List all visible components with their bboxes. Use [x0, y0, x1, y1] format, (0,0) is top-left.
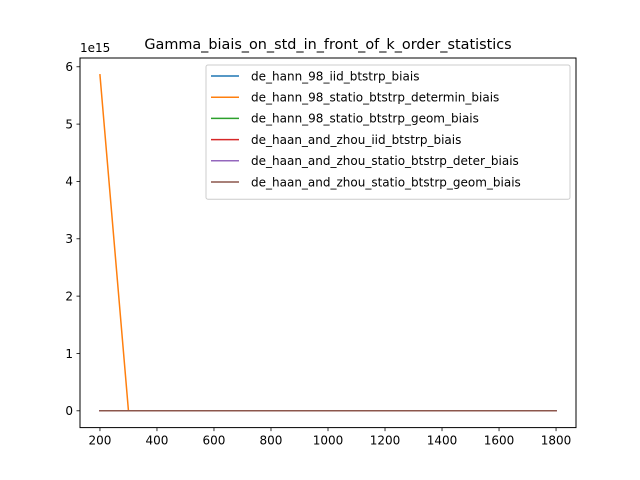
legend-label-6: de_haan_and_zhou_statio_btstrp_geom_biai…: [251, 175, 521, 189]
legend-label-4: de_haan_and_zhou_iid_btstrp_biais: [251, 133, 461, 147]
x-tick-label: 1200: [370, 434, 401, 448]
x-tick-label: 200: [89, 434, 112, 448]
y-tick-label: 4: [65, 175, 73, 189]
legend: de_hann_98_iid_btstrp_biais de_hann_98_st…: [205, 64, 571, 200]
legend-label-3: de_hann_98_statio_btstrp_geom_biais: [251, 112, 479, 126]
x-tick-label: 400: [146, 434, 169, 448]
y-offset-label: 1e15: [80, 41, 110, 55]
x-tick-label: 1600: [484, 434, 515, 448]
y-tick-label: 5: [65, 117, 73, 131]
x-axis: 200 400 600 800 1000 1200 1400 1600 1800: [89, 427, 572, 448]
x-tick-label: 1000: [313, 434, 344, 448]
y-tick-label: 6: [65, 60, 73, 74]
y-tick-label: 0: [65, 404, 73, 418]
legend-label-5: de_haan_and_zhou_statio_btstrp_deter_bia…: [251, 154, 519, 168]
y-tick-label: 3: [65, 232, 73, 246]
y-tick-label: 2: [65, 289, 73, 303]
chart-title: Gamma_biais_on_std_in_front_of_k_order_s…: [144, 37, 511, 53]
legend-label-1: de_hann_98_iid_btstrp_biais: [251, 69, 419, 83]
x-tick-label: 1400: [427, 434, 458, 448]
series-layer: [99, 73, 557, 412]
x-tick-label: 600: [203, 434, 226, 448]
legend-label-2: de_hann_98_statio_btstrp_determin_biais: [251, 91, 499, 105]
y-tick-label: 1: [65, 347, 73, 361]
x-tick-label: 800: [260, 434, 283, 448]
legend-box: [205, 64, 571, 200]
y-axis: 0 1 2 3 4 5 6: [65, 60, 80, 418]
x-tick-label: 1800: [541, 434, 572, 448]
